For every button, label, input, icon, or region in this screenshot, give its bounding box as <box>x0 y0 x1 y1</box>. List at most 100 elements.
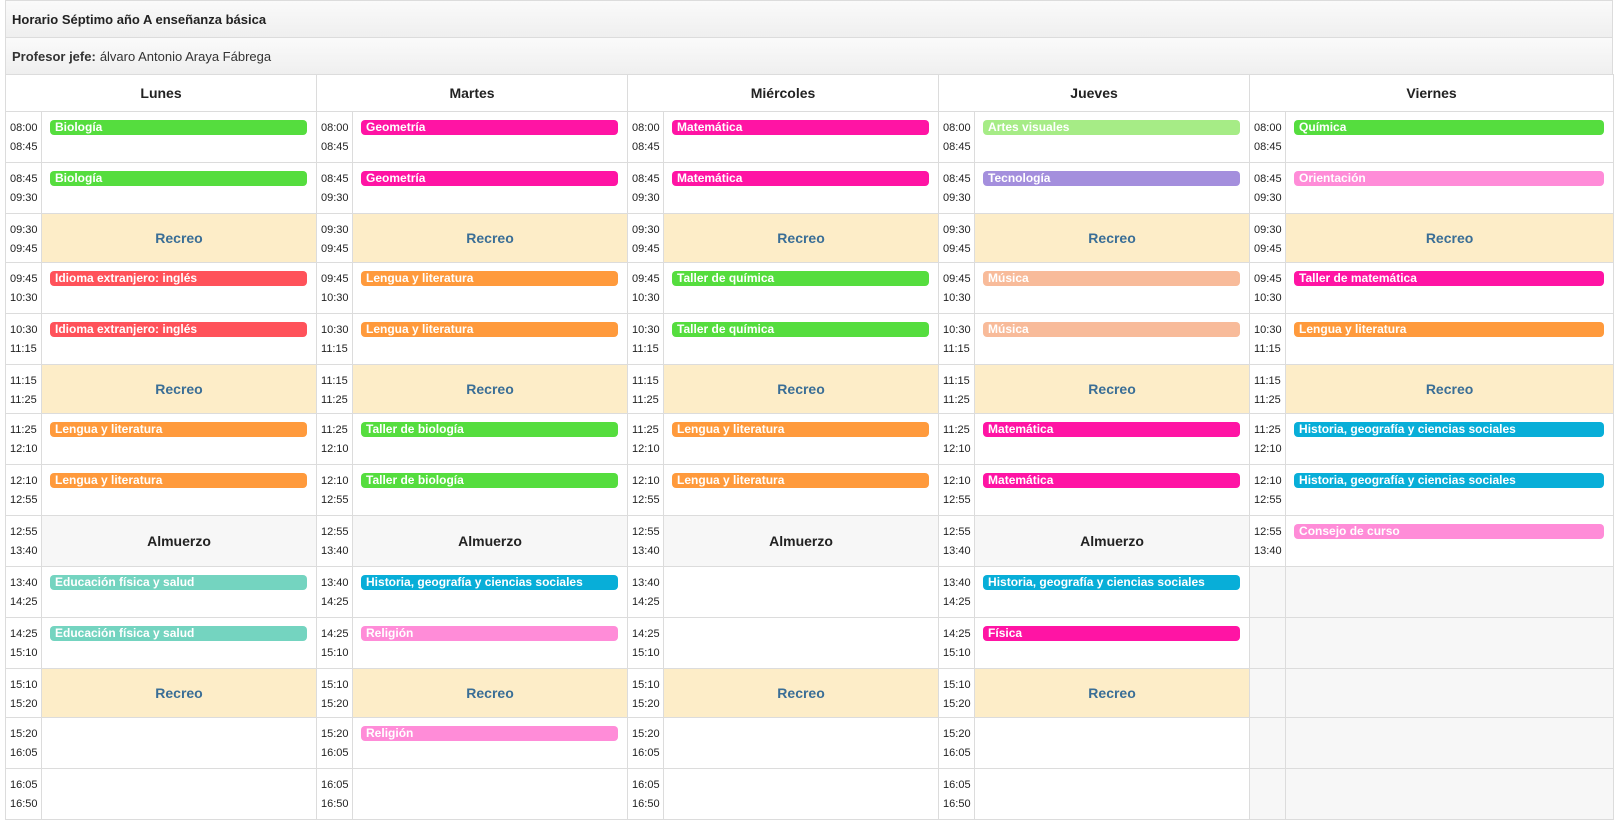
empty-cell <box>663 566 940 618</box>
subject-badge[interactable]: Historia, geografía y ciencias sociales <box>1294 422 1605 437</box>
class-cell: Educación física y salud <box>40 617 318 669</box>
end-time: 09:30 <box>943 192 971 204</box>
start-time: 15:10 <box>632 679 660 691</box>
subject-badge[interactable]: Matemática <box>983 473 1241 488</box>
subject-badge[interactable]: Geometría <box>361 171 619 186</box>
time-cell: 16:05 16:50 <box>938 768 976 820</box>
start-time: 09:45 <box>1254 273 1282 285</box>
subject-badge[interactable]: Artes visuales <box>983 120 1241 135</box>
end-time: 16:50 <box>632 798 660 810</box>
subject-badge[interactable]: Lengua y literatura <box>672 473 930 488</box>
subject-badge[interactable]: Geometría <box>361 120 619 135</box>
subject-badge[interactable]: Lengua y literatura <box>50 473 308 488</box>
time-cell: 11:25 12:10 <box>627 413 665 465</box>
class-cell: Taller de química <box>663 262 940 314</box>
schedule-row: 16:05 16:50 16:05 16:50 16:05 16:50 16:05 16:50 <box>5 768 1615 820</box>
end-time: 11:25 <box>10 394 37 406</box>
almuerzo-cell: Almuerzo <box>40 515 318 567</box>
subject-badge[interactable]: Tecnología <box>983 171 1241 186</box>
start-time: 16:05 <box>321 779 349 791</box>
class-cell: Taller de biología <box>352 413 629 465</box>
start-time: 15:10 <box>10 679 38 691</box>
start-time: 11:15 <box>321 375 348 387</box>
time-cell: 10:30 11:15 <box>316 313 354 365</box>
class-cell: Música <box>974 313 1251 365</box>
end-time: 12:55 <box>943 494 971 506</box>
subject-badge[interactable]: Matemática <box>983 422 1241 437</box>
subject-badge[interactable]: Matemática <box>672 171 930 186</box>
recreo-cell: Recreo <box>40 668 318 718</box>
end-time: 14:25 <box>321 596 349 608</box>
subject-badge[interactable]: Historia, geografía y ciencias sociales <box>983 575 1241 590</box>
time-cell: 12:10 12:55 <box>5 464 42 516</box>
recreo-cell: Recreo <box>1285 364 1615 414</box>
subject-badge[interactable]: Lengua y literatura <box>361 271 619 286</box>
subject-badge[interactable]: Taller de biología <box>361 473 619 488</box>
subject-badge[interactable]: Educación física y salud <box>50 575 308 590</box>
time-cell <box>1249 617 1287 669</box>
start-time: 11:25 <box>10 424 37 436</box>
subject-badge[interactable]: Lengua y literatura <box>361 322 619 337</box>
subject-badge[interactable]: Educación física y salud <box>50 626 308 641</box>
time-cell: 09:30 09:45 <box>5 213 42 263</box>
time-cell: 11:15 11:25 <box>316 364 354 414</box>
recreo-cell: Recreo <box>974 213 1251 263</box>
time-cell <box>1249 768 1287 820</box>
subject-badge[interactable]: Química <box>1294 120 1605 135</box>
subject-badge[interactable]: Taller de química <box>672 322 930 337</box>
recreo-cell: Recreo <box>974 668 1251 718</box>
end-time: 15:10 <box>10 647 38 659</box>
subject-badge[interactable]: Historia, geografía y ciencias sociales <box>361 575 619 590</box>
time-cell: 08:45 09:30 <box>938 162 976 214</box>
subject-badge[interactable]: Taller de matemática <box>1294 271 1605 286</box>
subject-badge[interactable]: Idioma extranjero: inglés <box>50 271 308 286</box>
start-time: 09:45 <box>10 273 38 285</box>
recreo-cell: Recreo <box>663 364 940 414</box>
subject-badge[interactable]: Lengua y literatura <box>672 422 930 437</box>
subject-badge[interactable]: Matemática <box>672 120 930 135</box>
start-time: 12:55 <box>1254 526 1282 538</box>
subject-badge[interactable]: Religión <box>361 626 619 641</box>
subject-badge[interactable]: Biología <box>50 120 308 135</box>
empty-cell <box>663 768 940 820</box>
start-time: 13:40 <box>632 577 660 589</box>
subject-badge[interactable]: Orientación <box>1294 171 1605 186</box>
time-cell: 09:30 09:45 <box>938 213 976 263</box>
end-time: 10:30 <box>632 292 660 304</box>
subject-badge[interactable]: Idioma extranjero: inglés <box>50 322 308 337</box>
time-cell <box>1249 717 1287 769</box>
end-time: 13:40 <box>10 545 38 557</box>
end-time: 15:10 <box>943 647 971 659</box>
class-cell: Historia, geografía y ciencias sociales <box>974 566 1251 618</box>
class-cell: Religión <box>352 617 629 669</box>
subject-badge[interactable]: Música <box>983 322 1241 337</box>
subject-badge[interactable]: Lengua y literatura <box>1294 322 1605 337</box>
class-cell: Geometría <box>352 111 629 163</box>
time-cell: 15:20 16:05 <box>938 717 976 769</box>
time-cell: 09:30 09:45 <box>316 213 354 263</box>
subject-badge[interactable]: Física <box>983 626 1241 641</box>
subject-badge[interactable]: Taller de biología <box>361 422 619 437</box>
recreo-cell: Recreo <box>663 213 940 263</box>
subject-badge[interactable]: Biología <box>50 171 308 186</box>
time-cell: 15:20 16:05 <box>5 717 42 769</box>
recreo-cell: Recreo <box>974 364 1251 414</box>
schedule-row: 12:10 12:55 Lengua y literatura 12:10 12:55 T… <box>5 464 1615 516</box>
subject-badge[interactable]: Religión <box>361 726 619 741</box>
end-time: 14:25 <box>943 596 971 608</box>
day-header-miercoles: Miércoles <box>627 74 940 112</box>
subject-badge[interactable]: Taller de química <box>672 271 930 286</box>
subject-badge[interactable]: Música <box>983 271 1241 286</box>
subject-badge[interactable]: Consejo de curso <box>1294 524 1605 539</box>
subject-badge[interactable]: Lengua y literatura <box>50 422 308 437</box>
schedule-row: 09:45 10:30 Idioma extranjero: inglés 09:45… <box>5 262 1615 314</box>
time-cell: 09:45 10:30 <box>5 262 42 314</box>
empty-cell <box>352 768 629 820</box>
start-time: 11:25 <box>943 424 970 436</box>
start-time: 16:05 <box>943 779 971 791</box>
class-cell: Lengua y literatura <box>352 262 629 314</box>
end-time: 09:30 <box>10 192 38 204</box>
subject-badge[interactable]: Historia, geografía y ciencias sociales <box>1294 473 1605 488</box>
time-cell: 16:05 16:50 <box>5 768 42 820</box>
